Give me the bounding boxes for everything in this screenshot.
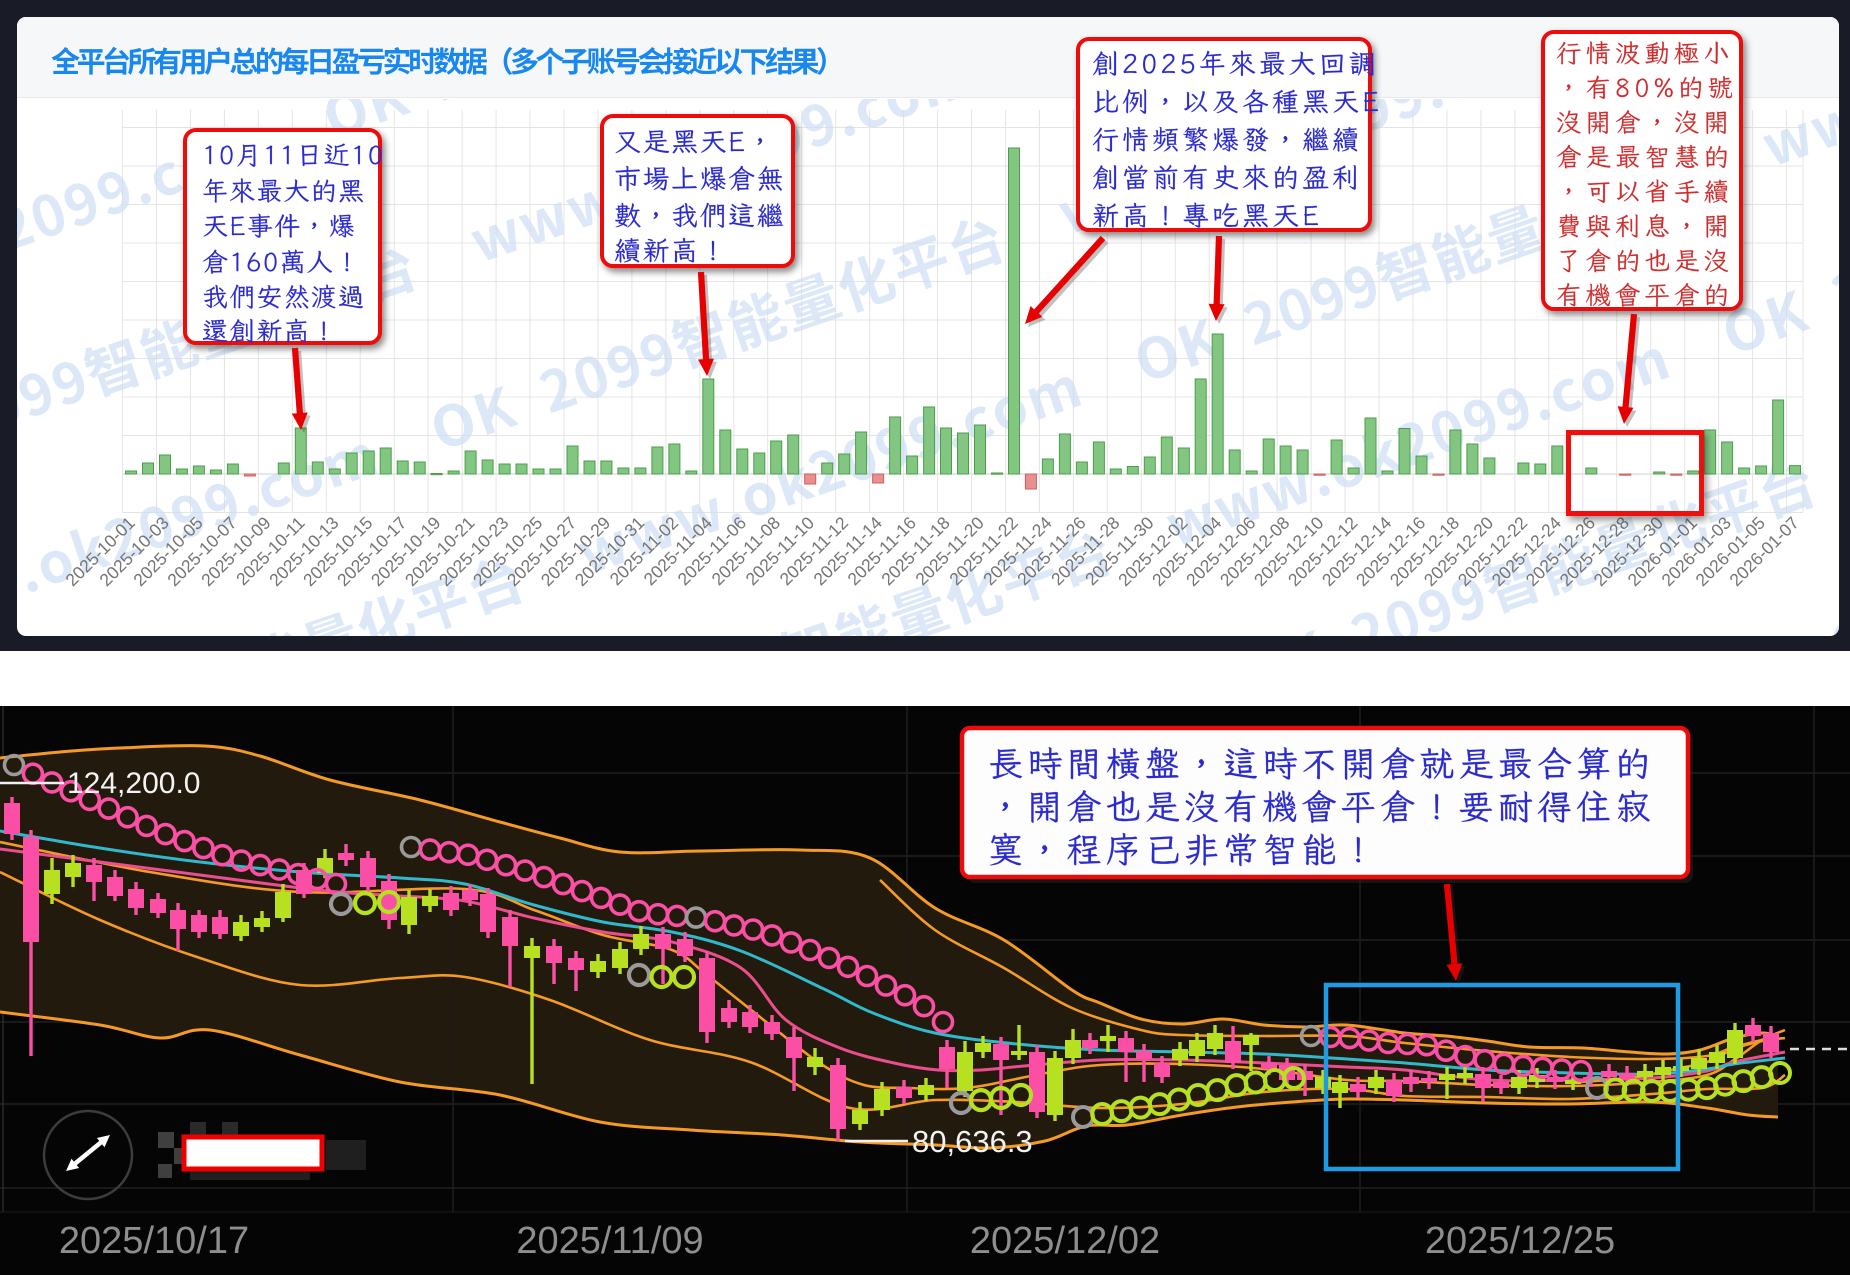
svg-text:2025/12/25: 2025/12/25	[1425, 1220, 1615, 1262]
svg-text:2025/10/17: 2025/10/17	[59, 1220, 249, 1262]
svg-text:80,636.3: 80,636.3	[912, 1124, 1033, 1159]
svg-text:2025/12/02: 2025/12/02	[970, 1220, 1160, 1262]
svg-text:2025/11/09: 2025/11/09	[516, 1220, 703, 1262]
svg-text:124,200.0: 124,200.0	[67, 767, 200, 800]
